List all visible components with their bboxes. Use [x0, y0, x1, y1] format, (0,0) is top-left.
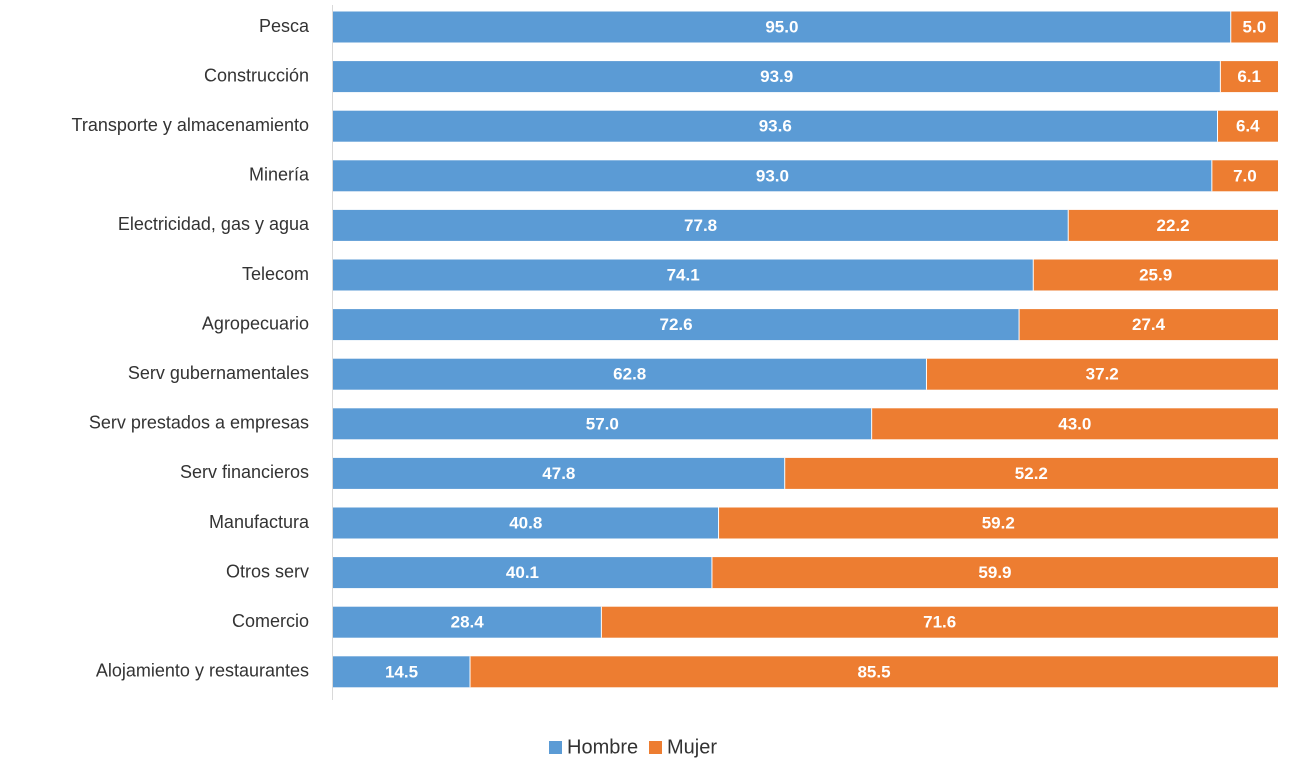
data-label-mujer-pesca: 5.0: [1243, 17, 1267, 36]
bar-hombre-serv-gubernamentales: [333, 358, 927, 390]
data-label-mujer-electricidad-gas-y-agua: 22.2: [1157, 216, 1190, 235]
data-label-hombre-construccion: 93.9: [760, 67, 793, 86]
data-label-hombre-mineria: 93.0: [756, 166, 789, 185]
bars-layer: Pesca 95.0 5.0 Construcción 93.9 6.1 Transport…: [72, 11, 1278, 688]
data-label-hombre-telecom: 74.1: [667, 265, 700, 284]
bar-hombre-agropecuario: [333, 309, 1020, 341]
category-label-agropecuario: Agropecuario: [202, 313, 309, 333]
category-label-serv-financieros: Serv financieros: [180, 462, 309, 482]
category-label-comercio: Comercio: [232, 611, 309, 631]
category-label-serv-gubernamentales: Serv gubernamentales: [128, 363, 309, 383]
category-label-pesca: Pesca: [259, 16, 310, 36]
bar-hombre-serv-financieros: [333, 457, 785, 489]
category-label-construccion: Construcción: [204, 65, 309, 85]
bar-hombre-electricidad-gas-y-agua: [333, 209, 1069, 241]
category-label-alojamiento-y-restaurantes: Alojamiento y restaurantes: [96, 661, 309, 681]
bar-mujer-serv-financieros: [784, 457, 1278, 489]
bar-mujer-construccion: [1220, 61, 1278, 93]
bar-hombre-serv-prestados-a-empresas: [333, 408, 872, 440]
data-label-hombre-serv-financieros: 47.8: [542, 464, 575, 483]
data-label-mujer-serv-prestados-a-empresas: 43.0: [1058, 414, 1091, 433]
bar-mujer-alojamiento-y-restaurantes: [470, 656, 1278, 688]
bar-mujer-transporte-y-almacenamiento: [1217, 110, 1278, 142]
bar-mujer-telecom: [1033, 259, 1278, 291]
bar-mujer-pesca: [1230, 11, 1278, 43]
bar-hombre-transporte-y-almacenamiento: [333, 110, 1218, 142]
bar-hombre-manufactura: [333, 507, 719, 539]
legend-label-mujer: Mujer: [667, 736, 717, 758]
data-label-mujer-mineria: 7.0: [1233, 166, 1257, 185]
category-label-transporte-y-almacenamiento: Transporte y almacenamiento: [72, 115, 309, 135]
data-label-hombre-agropecuario: 72.6: [659, 315, 692, 334]
bar-mujer-mineria: [1211, 160, 1278, 192]
category-label-mineria: Minería: [249, 165, 310, 185]
data-label-hombre-alojamiento-y-restaurantes: 14.5: [385, 662, 418, 681]
bar-hombre-comercio: [333, 606, 602, 638]
data-label-mujer-agropecuario: 27.4: [1132, 315, 1166, 334]
data-label-mujer-telecom: 25.9: [1139, 265, 1172, 284]
bar-hombre-pesca: [333, 11, 1231, 43]
legend-swatch-mujer: [649, 741, 662, 754]
data-label-hombre-manufactura: 40.8: [509, 513, 542, 532]
bar-mujer-electricidad-gas-y-agua: [1068, 209, 1278, 241]
bar-mujer-comercio: [601, 606, 1278, 638]
bar-mujer-agropecuario: [1019, 309, 1278, 341]
data-label-hombre-pesca: 95.0: [765, 17, 798, 36]
data-label-mujer-transporte-y-almacenamiento: 6.4: [1236, 117, 1260, 136]
data-label-mujer-serv-gubernamentales: 37.2: [1086, 365, 1119, 384]
bar-mujer-otros-serv: [711, 557, 1278, 589]
category-label-electricidad-gas-y-agua: Electricidad, gas y agua: [118, 214, 310, 234]
legend: Hombre Mujer: [549, 736, 717, 758]
bar-hombre-mineria: [333, 160, 1212, 192]
data-label-mujer-manufactura: 59.2: [982, 513, 1015, 532]
data-label-mujer-comercio: 71.6: [923, 613, 956, 632]
bar-hombre-construccion: [333, 61, 1221, 93]
bar-mujer-serv-prestados-a-empresas: [871, 408, 1278, 440]
data-label-hombre-otros-serv: 40.1: [506, 563, 539, 582]
data-label-hombre-comercio: 28.4: [451, 613, 485, 632]
data-label-mujer-alojamiento-y-restaurantes: 85.5: [857, 662, 890, 681]
category-label-otros-serv: Otros serv: [226, 561, 309, 581]
bar-hombre-alojamiento-y-restaurantes: [333, 656, 471, 688]
bar-hombre-telecom: [333, 259, 1034, 291]
category-label-manufactura: Manufactura: [209, 512, 310, 532]
data-label-mujer-construccion: 6.1: [1237, 67, 1261, 86]
category-label-serv-prestados-a-empresas: Serv prestados a empresas: [89, 413, 309, 433]
data-label-mujer-serv-financieros: 52.2: [1015, 464, 1048, 483]
data-label-hombre-electricidad-gas-y-agua: 77.8: [684, 216, 717, 235]
data-label-hombre-serv-prestados-a-empresas: 57.0: [586, 414, 619, 433]
data-label-hombre-transporte-y-almacenamiento: 93.6: [759, 117, 792, 136]
data-label-hombre-serv-gubernamentales: 62.8: [613, 365, 646, 384]
bar-mujer-manufactura: [718, 507, 1278, 539]
bar-hombre-otros-serv: [333, 557, 712, 589]
data-label-mujer-otros-serv: 59.9: [978, 563, 1011, 582]
legend-label-hombre: Hombre: [567, 736, 638, 758]
legend-swatch-hombre: [549, 741, 562, 754]
category-label-telecom: Telecom: [242, 264, 309, 284]
bar-mujer-serv-gubernamentales: [926, 358, 1278, 390]
